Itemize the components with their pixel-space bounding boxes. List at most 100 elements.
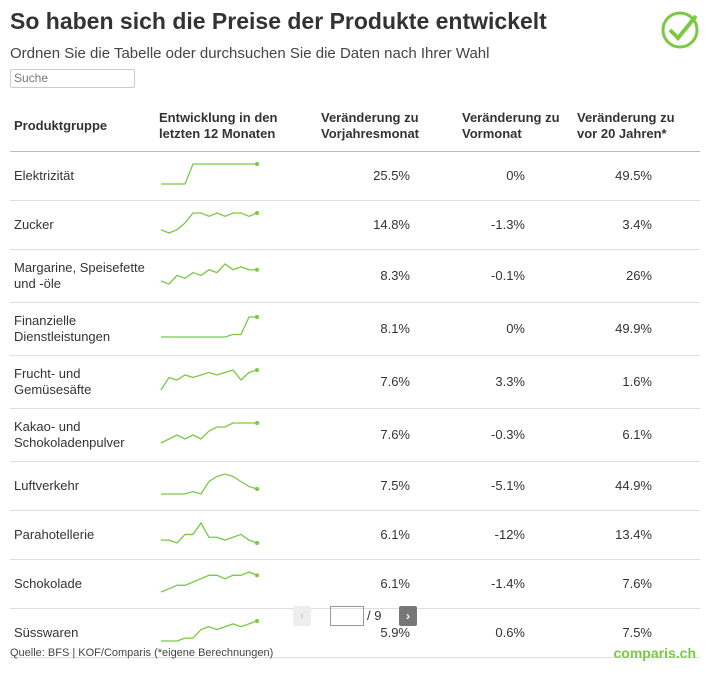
sparkline [161, 315, 259, 338]
subtitle: Ordnen Sie die Tabelle oder durchsuchen … [10, 45, 490, 62]
row: Schokolade 6.1% -1.4% 7.6% [10, 559, 700, 609]
sparkline-end [255, 315, 259, 319]
value-cell: 0% [458, 151, 573, 201]
value-cell: 7.5% [317, 461, 458, 511]
value-cell: 14.8% [317, 200, 458, 250]
column-header: Entwicklung in den letzten 12 Monaten [155, 100, 317, 152]
sparkline [161, 473, 259, 495]
row: Margarine, Speisefette und -öle 8.3% -0.1%… [10, 249, 700, 303]
page-input[interactable] [330, 606, 364, 626]
header-row: Produktgruppe Entwicklung in den letzten … [10, 100, 700, 152]
page-count: / 9 [367, 608, 382, 623]
column-header: Veränderung zu vor 20 Jahren* [573, 100, 700, 152]
trend-cell [155, 302, 317, 356]
sparkline-end [255, 267, 259, 272]
product-name: Luftverkehr [10, 461, 155, 511]
row: Frucht- und Gemüsesäfte 7.6% 3.3% 1.6% [10, 355, 700, 409]
value-cell: 6.1% [317, 510, 458, 560]
row: Süsswaren 5.9% 0.6% 7.5% [10, 608, 700, 658]
sparkline-end [255, 619, 259, 623]
value-cell: 8.3% [317, 249, 458, 303]
sparkline-end [255, 421, 259, 425]
row: Zucker 14.8% -1.3% 3.4% [10, 200, 700, 250]
product-name: Elektrizität [10, 151, 155, 201]
product-name: Kakao- und Schokoladenpulver [10, 408, 155, 462]
value-cell: 7.5% [573, 608, 700, 658]
trend-cell [155, 608, 317, 658]
prev-button[interactable]: ‹ [293, 606, 311, 626]
sparkline [161, 162, 259, 185]
sparkline-end [255, 573, 259, 578]
sparkline-line [161, 473, 258, 495]
column-header: Veränderung zu Vormonat [458, 100, 573, 152]
value-cell: 5.9% [317, 608, 458, 658]
sparkline-line [161, 620, 258, 642]
product-name: Schokolade [10, 559, 155, 609]
product-name: Frucht- und Gemüsesäfte [10, 355, 155, 409]
trend-cell [155, 200, 317, 250]
value-cell: 7.6% [317, 355, 458, 409]
title: So haben sich die Preise der Produkte en… [10, 8, 547, 34]
logo: comparis.ch [613, 645, 696, 661]
value-cell: 0% [458, 302, 573, 356]
value-cell: 25.5% [317, 151, 458, 201]
sparkline-line [160, 571, 258, 593]
sparkline-line [160, 369, 258, 391]
value-cell: 6.1% [573, 408, 700, 462]
product-name: Zucker [10, 200, 155, 250]
value-cell: 8.1% [317, 302, 458, 356]
next-button[interactable]: › [399, 606, 417, 626]
sparkline-line [161, 521, 258, 544]
row: Parahotellerie 6.1% -12% 13.4% [10, 510, 700, 560]
trend-cell [155, 355, 317, 409]
trend-cell [155, 408, 317, 462]
column-header: Veränderung zu Vorjahresmonat [317, 100, 458, 152]
sparkline [160, 421, 259, 444]
logo-icon [661, 11, 699, 49]
value-cell: -5.1% [458, 461, 573, 511]
search-input[interactable]: Suche [10, 69, 135, 88]
value-cell: 3.3% [458, 355, 573, 409]
value-cell: -0.3% [458, 408, 573, 462]
value-cell: -1.3% [458, 200, 573, 250]
trend-cell [155, 249, 317, 303]
sparkline [161, 521, 259, 545]
value-cell: 26% [573, 249, 700, 303]
value-cell: 44.9% [573, 461, 700, 511]
value-cell: 1.6% [573, 355, 700, 409]
sparkline [161, 619, 259, 642]
column-header: Produktgruppe [10, 100, 155, 152]
sparkline-end [255, 368, 259, 372]
trend-cell [155, 461, 317, 511]
row: Finanzielle Dienstleistungen 8.1% 0% 49.9% [10, 302, 700, 356]
table: Produktgruppe Entwicklung in den letzten … [10, 100, 700, 658]
product-name: Finanzielle Dienstleistungen [10, 302, 155, 356]
trend-cell [155, 510, 317, 560]
sparkline [160, 571, 259, 593]
product-name: Süsswaren [10, 608, 155, 658]
product-name: Margarine, Speisefette und -öle [10, 249, 155, 303]
sparkline-line [161, 316, 257, 338]
sparkline [160, 368, 259, 391]
value-cell: 6.1% [317, 559, 458, 609]
sparkline [160, 211, 259, 234]
row: Kakao- und Schokoladenpulver 7.6% -0.3% 6.1… [10, 408, 700, 462]
row: Elektrizität 25.5% 0% 49.5% [10, 151, 700, 201]
value-cell: 0.6% [458, 608, 573, 658]
trend-cell [155, 559, 317, 609]
product-name: Parahotellerie [10, 510, 155, 560]
value-cell: -12% [458, 510, 573, 560]
value-cell: 49.5% [573, 151, 700, 201]
sparkline-line [160, 422, 257, 444]
value-cell: 13.4% [573, 510, 700, 560]
sparkline-line [161, 163, 257, 185]
sparkline-line [160, 212, 258, 234]
sparkline-end [255, 162, 259, 166]
sparkline [160, 263, 259, 285]
sparkline-end [255, 487, 259, 491]
value-cell: 3.4% [573, 200, 700, 250]
trend-cell [155, 151, 317, 201]
sparkline-end [255, 541, 259, 545]
value-cell: -1.4% [458, 559, 573, 609]
